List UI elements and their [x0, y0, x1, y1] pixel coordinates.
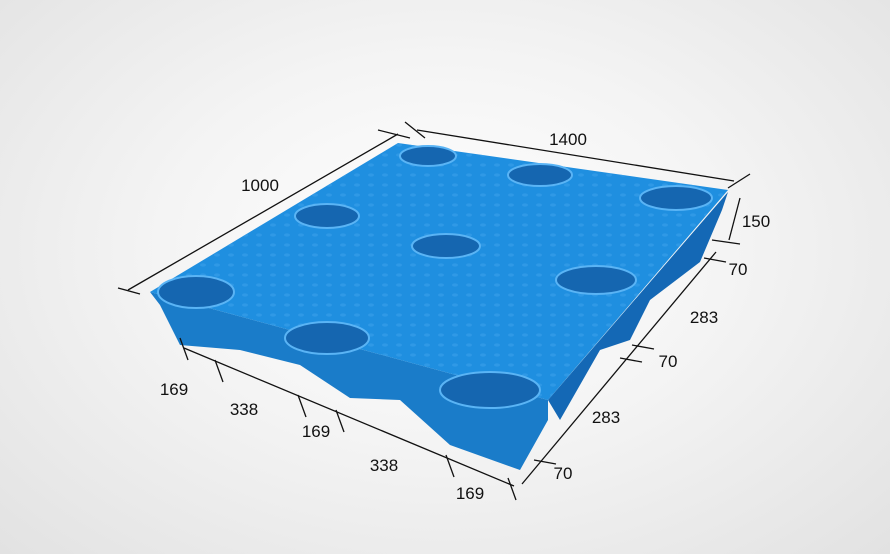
dimension-front-4: 338 [369, 456, 399, 475]
dimension-height: 150 [741, 212, 771, 231]
dimension-right-4: 283 [591, 408, 621, 427]
pallet-right-side [548, 192, 728, 420]
dimension-right-3: 70 [658, 352, 678, 371]
pallet-pockets [157, 145, 713, 409]
dimension-front-2: 338 [229, 400, 259, 419]
dimension-right-2: 283 [689, 308, 719, 327]
dimension-lines [117, 121, 751, 501]
pallet-front-side [150, 292, 548, 470]
dimension-right-5: 70 [553, 464, 573, 483]
dimension-right-1: 70 [728, 260, 748, 279]
dimension-front-3: 169 [301, 422, 331, 441]
dimension-length: 1400 [549, 130, 587, 149]
dimension-front-1: 169 [159, 380, 189, 399]
dimension-width: 1000 [241, 176, 279, 195]
dimension-front-5: 169 [455, 484, 485, 503]
